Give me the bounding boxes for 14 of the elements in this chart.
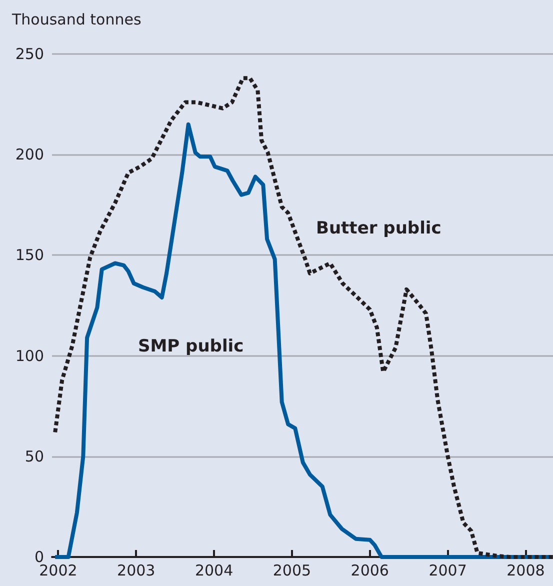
x-tick-label: 2008 <box>506 562 545 580</box>
y-axis-title: Thousand tonnes <box>11 10 142 28</box>
y-tick-label: 200 <box>15 146 44 164</box>
y-tick-label: 150 <box>15 246 44 264</box>
y-tick-label: 250 <box>15 45 44 63</box>
x-tick-label: 2006 <box>350 562 389 580</box>
x-tick-label: 2005 <box>272 562 312 580</box>
text: SMP public <box>138 336 244 356</box>
x-tick-label: 2007 <box>428 562 467 580</box>
y-tick-label: 50 <box>24 447 44 466</box>
series-label: Butter public <box>316 218 442 238</box>
x-tick-label: 2004 <box>194 562 234 580</box>
x-tick-label: 2003 <box>117 562 156 580</box>
y-tick-label: 100 <box>15 346 44 365</box>
